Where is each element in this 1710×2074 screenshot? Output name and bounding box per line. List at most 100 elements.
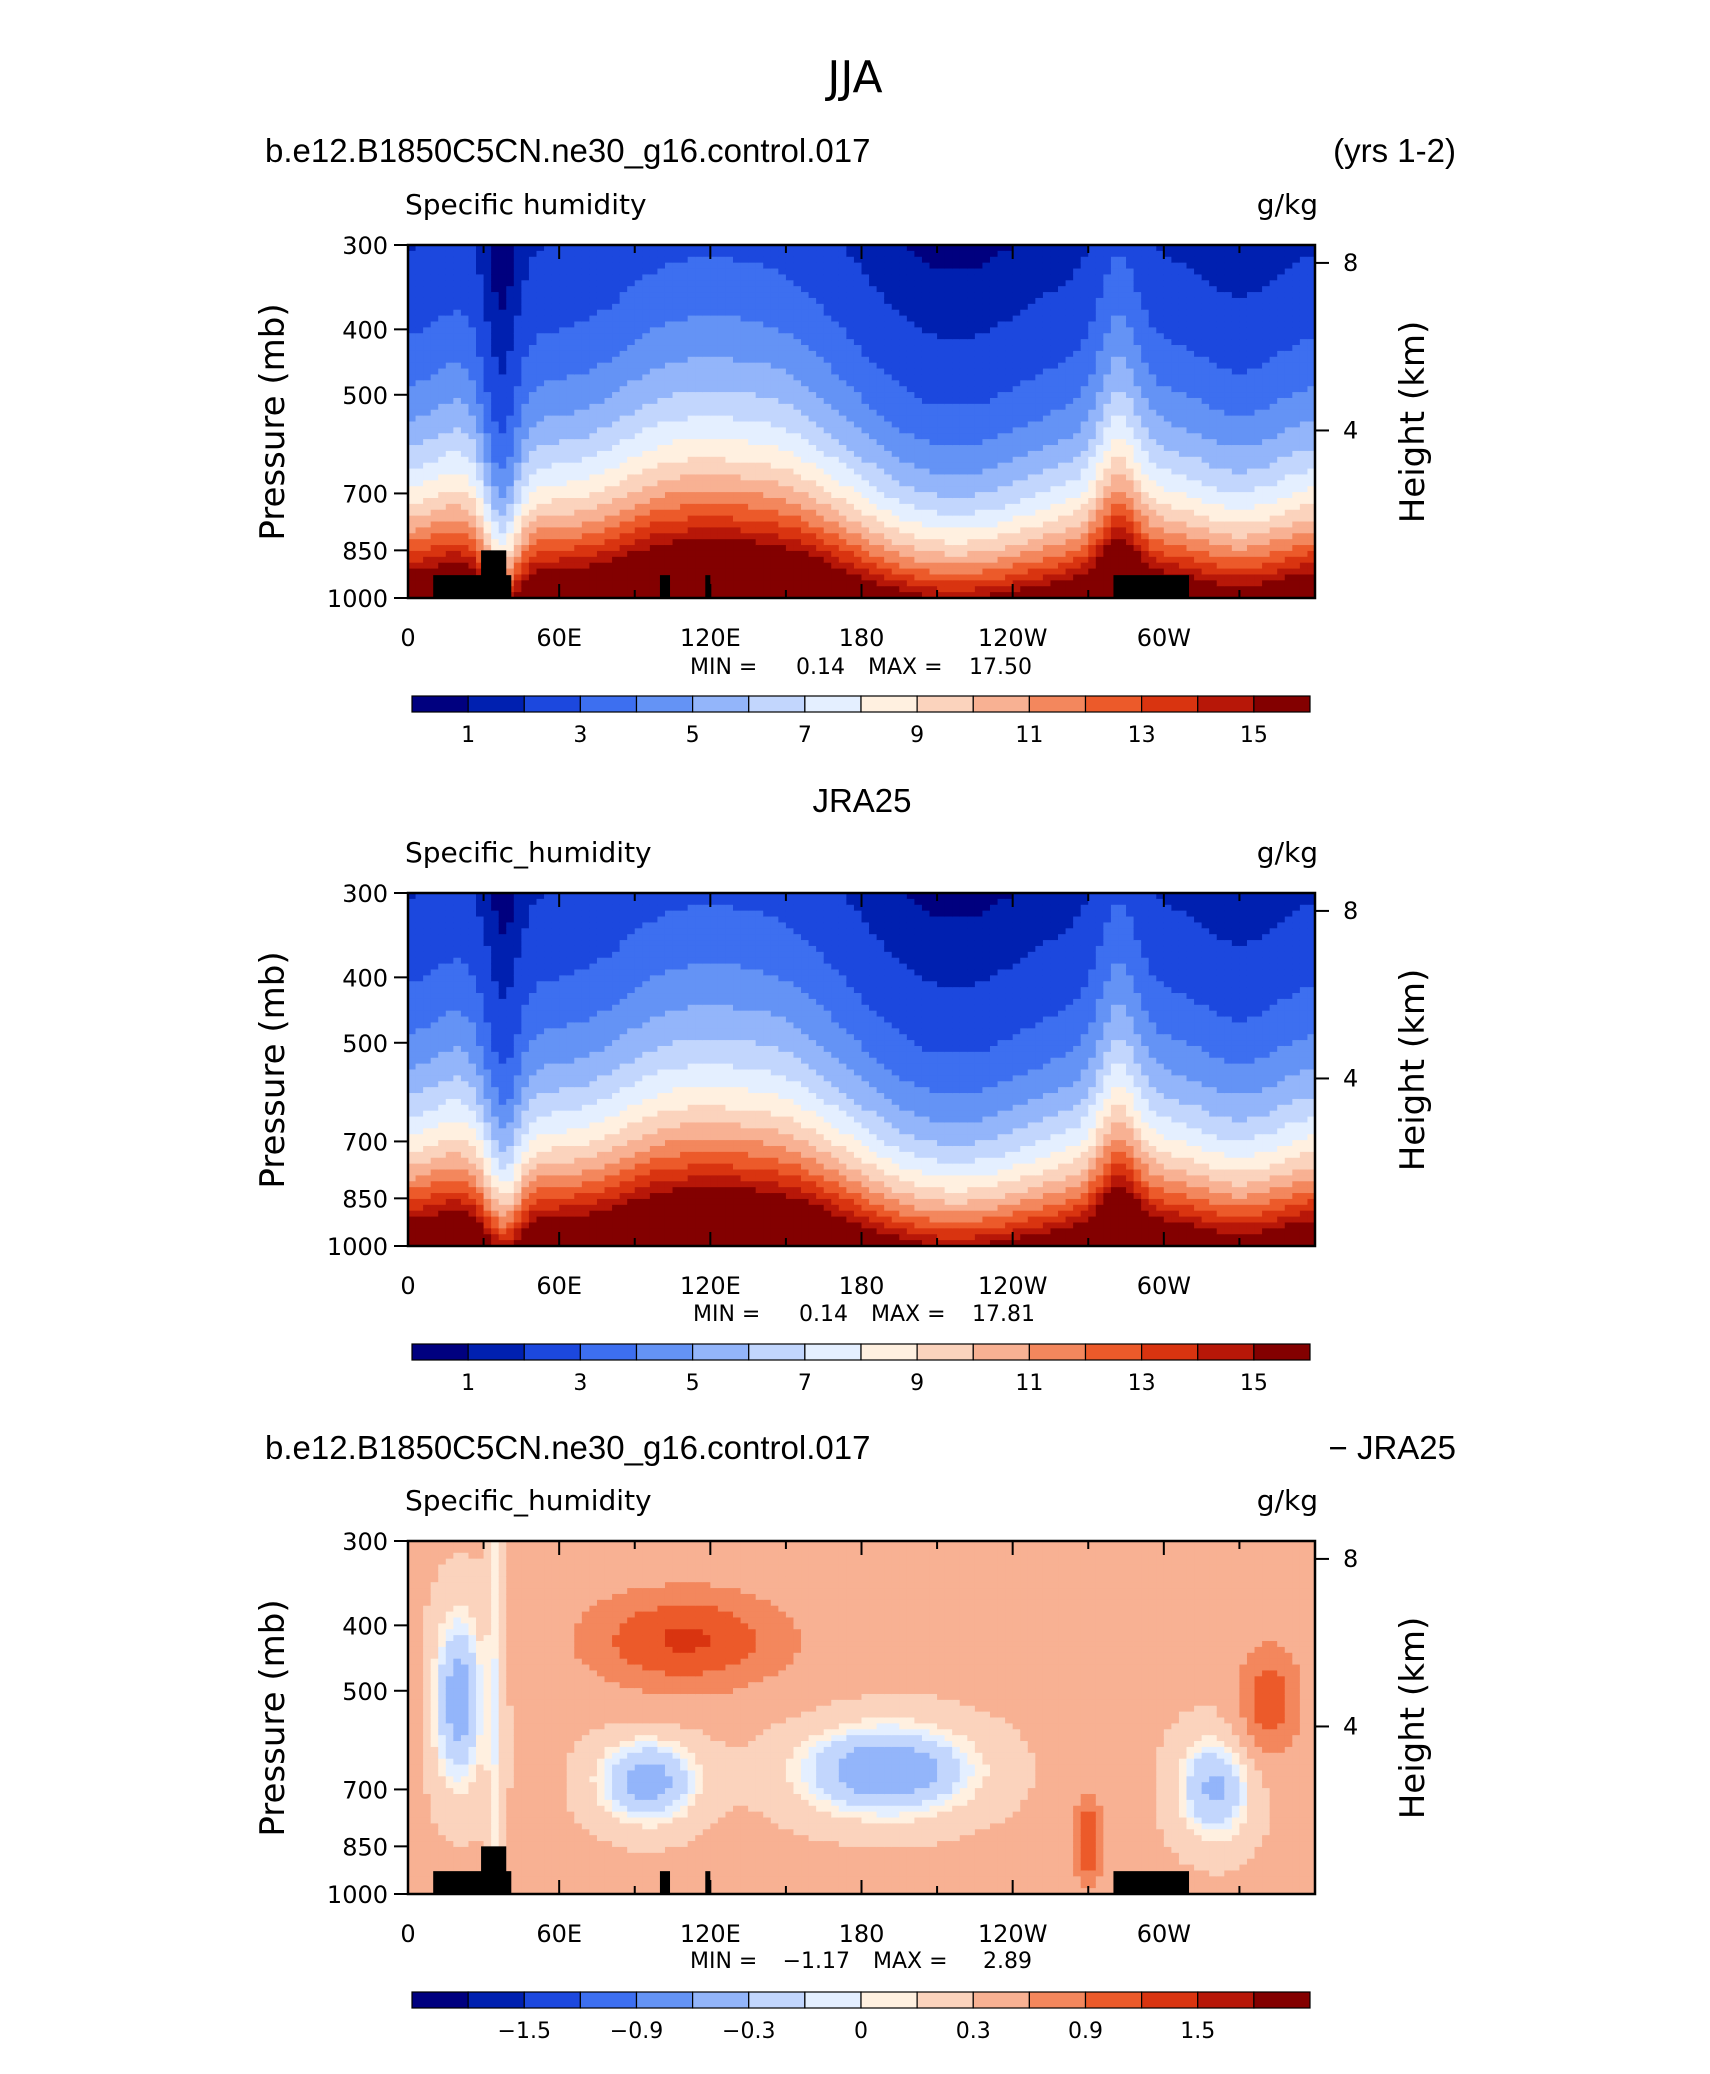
field-cell xyxy=(823,480,832,487)
field-cell xyxy=(823,303,832,311)
field-cell xyxy=(952,415,961,423)
field-cell xyxy=(627,515,636,523)
field-cell xyxy=(952,327,961,334)
field-cell xyxy=(702,297,711,305)
field-cell xyxy=(612,339,621,346)
field-cell xyxy=(476,409,485,417)
field-cell xyxy=(740,427,749,434)
field-cell xyxy=(876,562,885,570)
field-cell xyxy=(808,256,817,264)
field-cell xyxy=(959,392,968,399)
field-cell xyxy=(453,486,462,493)
field-cell xyxy=(831,397,840,405)
field-cell xyxy=(997,503,1006,511)
field-cell xyxy=(1012,592,1021,599)
field-cell xyxy=(801,245,810,252)
field-cell xyxy=(778,415,787,423)
field-cell xyxy=(453,545,462,552)
field-cell xyxy=(702,462,711,470)
field-cell xyxy=(823,497,832,505)
field-cell xyxy=(929,497,938,505)
field-cell xyxy=(415,250,424,258)
field-cell xyxy=(755,474,764,481)
field-cell xyxy=(959,386,968,393)
field-cell xyxy=(876,468,885,476)
field-cell xyxy=(506,392,515,399)
field-cell xyxy=(513,527,522,534)
field-cell xyxy=(997,250,1006,258)
field-cell xyxy=(468,497,477,505)
field-cell xyxy=(793,339,802,346)
field-cell xyxy=(869,321,878,328)
field-cell xyxy=(664,392,674,399)
field-cell xyxy=(468,568,477,576)
field-cell xyxy=(906,262,916,270)
field-cell xyxy=(559,427,568,434)
field-cell xyxy=(816,539,825,546)
field-cell xyxy=(952,515,961,523)
field-cell xyxy=(491,345,500,352)
field-cell xyxy=(770,556,779,564)
field-cell xyxy=(778,474,787,481)
field-cell xyxy=(491,450,500,458)
field-cell xyxy=(846,497,855,505)
field-cell xyxy=(959,327,968,334)
field-cell xyxy=(634,380,643,387)
field-cell xyxy=(748,545,757,552)
field-cell xyxy=(680,462,689,470)
field-cell xyxy=(899,592,908,599)
field-cell xyxy=(483,509,492,517)
field-cell xyxy=(513,515,522,523)
field-cell xyxy=(876,486,885,493)
field-cell xyxy=(725,245,734,252)
field-cell xyxy=(1005,462,1014,470)
field-cell xyxy=(1012,256,1021,264)
field-cell xyxy=(974,350,984,358)
field-cell xyxy=(899,280,908,287)
field-cell xyxy=(876,262,885,270)
field-cell xyxy=(498,292,507,299)
field-cell xyxy=(838,562,847,570)
field-cell xyxy=(551,286,560,293)
field-cell xyxy=(642,262,651,270)
field-cell xyxy=(642,586,651,593)
field-cell xyxy=(733,586,742,593)
field-cell xyxy=(476,545,485,552)
field-cell xyxy=(710,497,719,505)
field-cell xyxy=(785,368,795,376)
field-cell xyxy=(521,315,530,323)
field-cell xyxy=(596,592,606,599)
field-cell xyxy=(831,533,840,540)
field-cell xyxy=(740,421,749,428)
field-cell xyxy=(453,503,462,511)
field-cell xyxy=(1020,374,1029,381)
field-cell xyxy=(445,303,454,311)
field-cell xyxy=(483,339,492,346)
field-cell xyxy=(748,497,757,505)
field-cell xyxy=(770,562,779,570)
field-cell xyxy=(544,362,553,370)
field-cell xyxy=(581,362,590,370)
field-cell xyxy=(612,527,621,534)
field-cell xyxy=(695,250,704,258)
field-cell xyxy=(604,386,613,393)
field-cell xyxy=(748,456,757,464)
field-cell xyxy=(536,403,545,411)
field-cell xyxy=(876,368,885,376)
field-cell xyxy=(680,474,689,481)
field-cell xyxy=(921,439,931,446)
field-cell xyxy=(959,592,968,599)
field-cell xyxy=(1027,362,1036,370)
field-cell xyxy=(967,315,976,323)
field-cell xyxy=(612,427,621,434)
field-cell xyxy=(604,356,613,364)
field-cell xyxy=(423,462,432,470)
field-cell xyxy=(982,433,991,440)
field-cell xyxy=(929,397,938,405)
field-cell xyxy=(612,315,621,323)
field-cell xyxy=(816,515,825,523)
field-cell xyxy=(453,262,462,270)
field-cell xyxy=(544,292,553,299)
field-cell xyxy=(415,433,424,440)
field-cell xyxy=(899,456,908,464)
